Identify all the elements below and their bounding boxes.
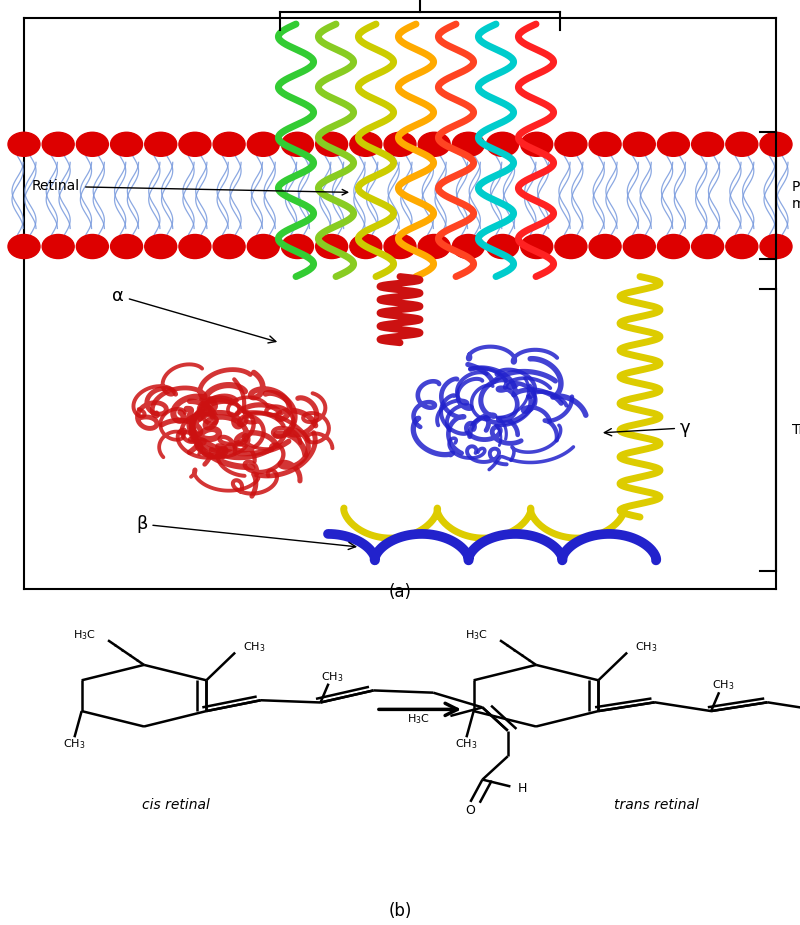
Text: γ: γ [604, 419, 690, 437]
Circle shape [213, 235, 245, 258]
Text: H$_3$C: H$_3$C [73, 628, 96, 642]
Circle shape [282, 132, 314, 156]
Circle shape [623, 132, 655, 156]
Circle shape [521, 235, 553, 258]
Circle shape [42, 132, 74, 156]
Circle shape [521, 132, 553, 156]
Circle shape [692, 235, 724, 258]
Circle shape [213, 132, 245, 156]
Circle shape [418, 132, 450, 156]
Text: CH$_3$: CH$_3$ [243, 640, 266, 654]
Circle shape [145, 235, 177, 258]
Circle shape [76, 235, 108, 258]
Circle shape [42, 235, 74, 258]
Circle shape [589, 132, 621, 156]
Text: H$_3$C: H$_3$C [465, 628, 488, 642]
Circle shape [145, 132, 177, 156]
Circle shape [384, 132, 416, 156]
Circle shape [350, 235, 382, 258]
Circle shape [486, 132, 518, 156]
Circle shape [452, 132, 484, 156]
Circle shape [247, 235, 279, 258]
Circle shape [760, 235, 792, 258]
Circle shape [555, 132, 587, 156]
Circle shape [486, 235, 518, 258]
Circle shape [589, 235, 621, 258]
Circle shape [179, 235, 211, 258]
Circle shape [692, 132, 724, 156]
Text: O: O [466, 804, 475, 817]
Circle shape [316, 132, 348, 156]
Circle shape [76, 132, 108, 156]
Text: CH$_3$: CH$_3$ [322, 670, 344, 684]
Circle shape [282, 235, 314, 258]
Circle shape [316, 235, 348, 258]
Text: (a): (a) [389, 584, 411, 601]
Circle shape [760, 132, 792, 156]
Text: Plasma
membrane: Plasma membrane [792, 180, 800, 211]
Text: H$_3$C: H$_3$C [407, 712, 430, 726]
Circle shape [555, 235, 587, 258]
Text: CH$_3$: CH$_3$ [455, 737, 478, 751]
Text: β: β [136, 515, 356, 549]
Text: α: α [112, 287, 276, 343]
Text: CH$_3$: CH$_3$ [635, 640, 658, 654]
Circle shape [110, 235, 142, 258]
Text: cis retinal: cis retinal [142, 798, 210, 812]
Text: Retinal: Retinal [32, 179, 348, 195]
Text: CH$_3$: CH$_3$ [63, 737, 86, 751]
Text: trans retinal: trans retinal [614, 798, 698, 812]
Circle shape [658, 235, 690, 258]
Text: H: H [518, 782, 527, 795]
Circle shape [658, 132, 690, 156]
Circle shape [8, 132, 40, 156]
Text: (b): (b) [388, 902, 412, 920]
Circle shape [418, 235, 450, 258]
Circle shape [623, 235, 655, 258]
Circle shape [452, 235, 484, 258]
Circle shape [726, 235, 758, 258]
Circle shape [384, 235, 416, 258]
Circle shape [8, 235, 40, 258]
Text: CH$_3$: CH$_3$ [712, 679, 734, 692]
Circle shape [247, 132, 279, 156]
Text: Transducin: Transducin [792, 423, 800, 437]
Circle shape [110, 132, 142, 156]
Circle shape [179, 132, 211, 156]
Circle shape [726, 132, 758, 156]
Circle shape [350, 132, 382, 156]
